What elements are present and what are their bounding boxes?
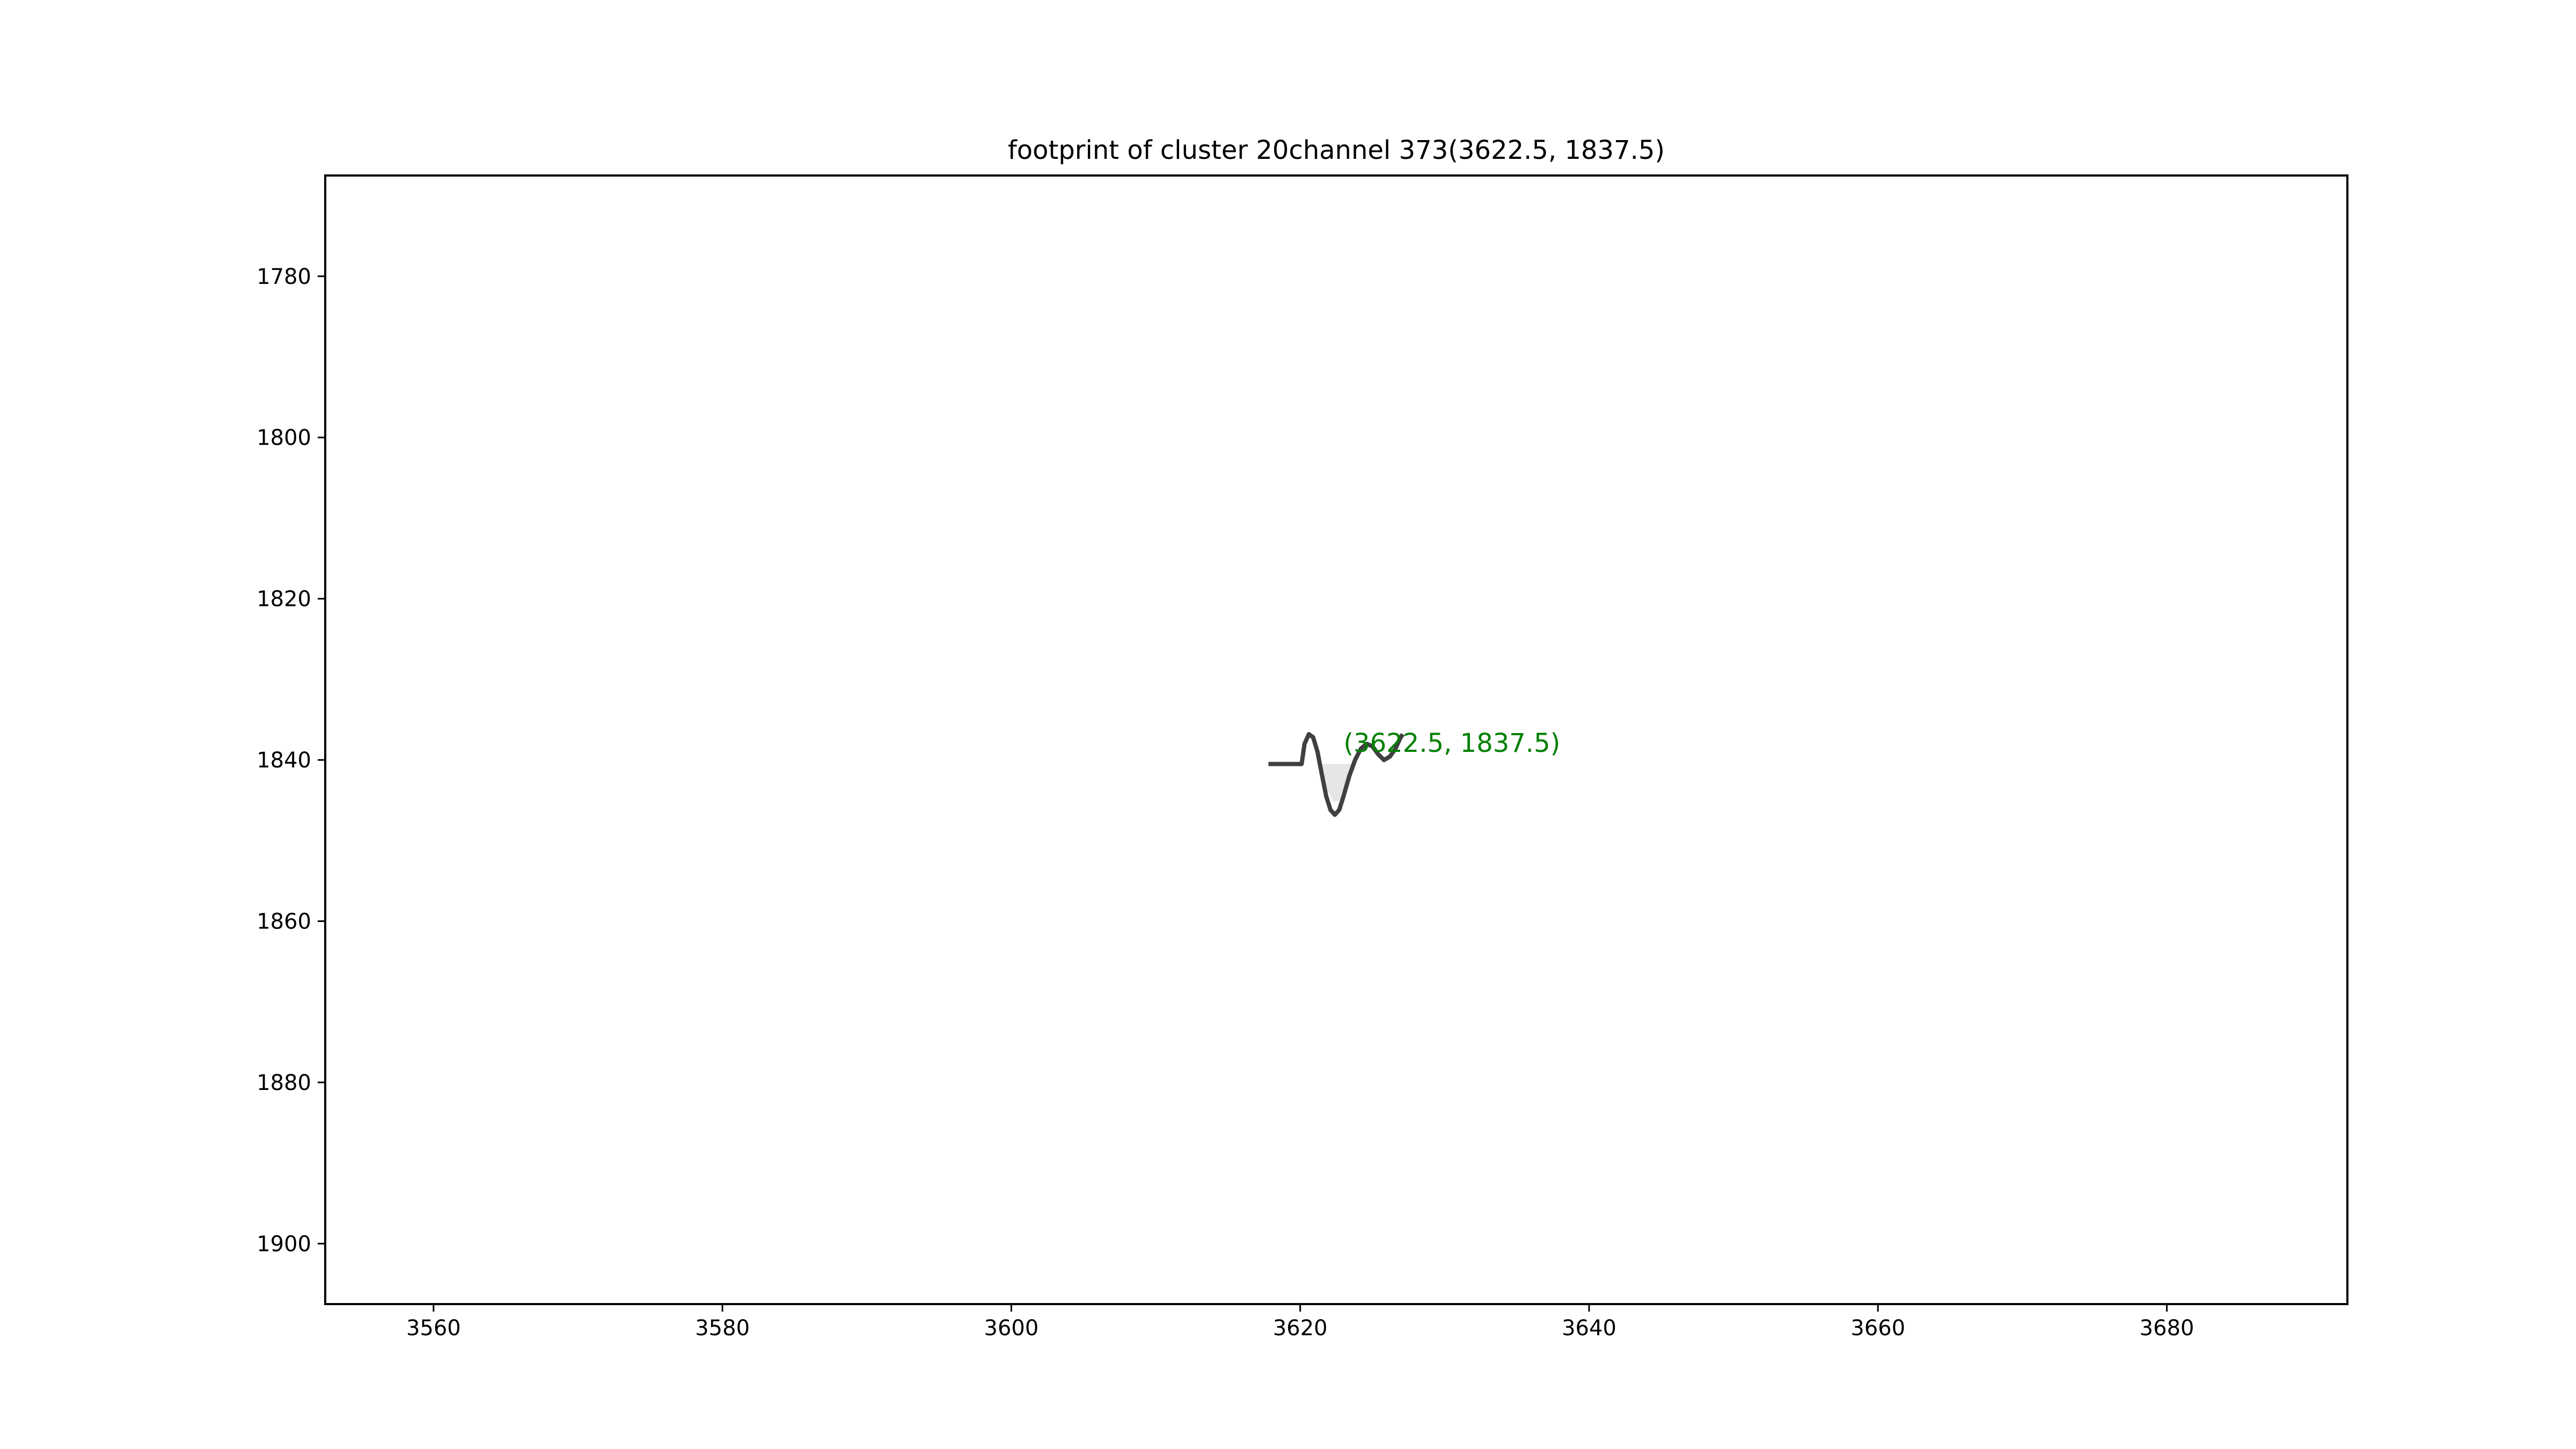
x-tick-label: 3640 bbox=[1562, 1316, 1616, 1341]
waveform-line bbox=[1268, 732, 1405, 817]
y-tick-label: 1780 bbox=[257, 265, 311, 289]
x-tick-label: 3560 bbox=[406, 1316, 461, 1341]
plot-area: (3622.5, 1837.5) bbox=[1268, 728, 1560, 817]
x-tick-label: 3580 bbox=[695, 1316, 750, 1341]
shaded-region bbox=[1319, 764, 1355, 802]
y-tick-label: 1820 bbox=[257, 587, 311, 612]
y-tick-label: 1860 bbox=[257, 909, 311, 934]
y-tick-label: 1840 bbox=[257, 748, 311, 773]
plot-frame bbox=[324, 174, 2348, 1305]
y-tick-label: 1880 bbox=[257, 1071, 311, 1095]
x-tick-label: 3620 bbox=[1273, 1316, 1328, 1341]
x-axis: 3560 3580 3600 3620 3640 3660 3680 bbox=[406, 1304, 2194, 1341]
x-tick-label: 3660 bbox=[1850, 1316, 1905, 1341]
x-tick-label: 3600 bbox=[984, 1316, 1039, 1341]
x-tick-label: 3680 bbox=[2140, 1316, 2194, 1341]
y-axis: 1780 1800 1820 1840 1860 1880 1900 bbox=[257, 265, 325, 1256]
chart-title: footprint of cluster 20channel 373(3622.… bbox=[1008, 135, 1665, 165]
annotation-label: (3622.5, 1837.5) bbox=[1343, 728, 1560, 758]
y-tick-label: 1800 bbox=[257, 426, 311, 450]
y-tick-label: 1900 bbox=[257, 1232, 311, 1256]
